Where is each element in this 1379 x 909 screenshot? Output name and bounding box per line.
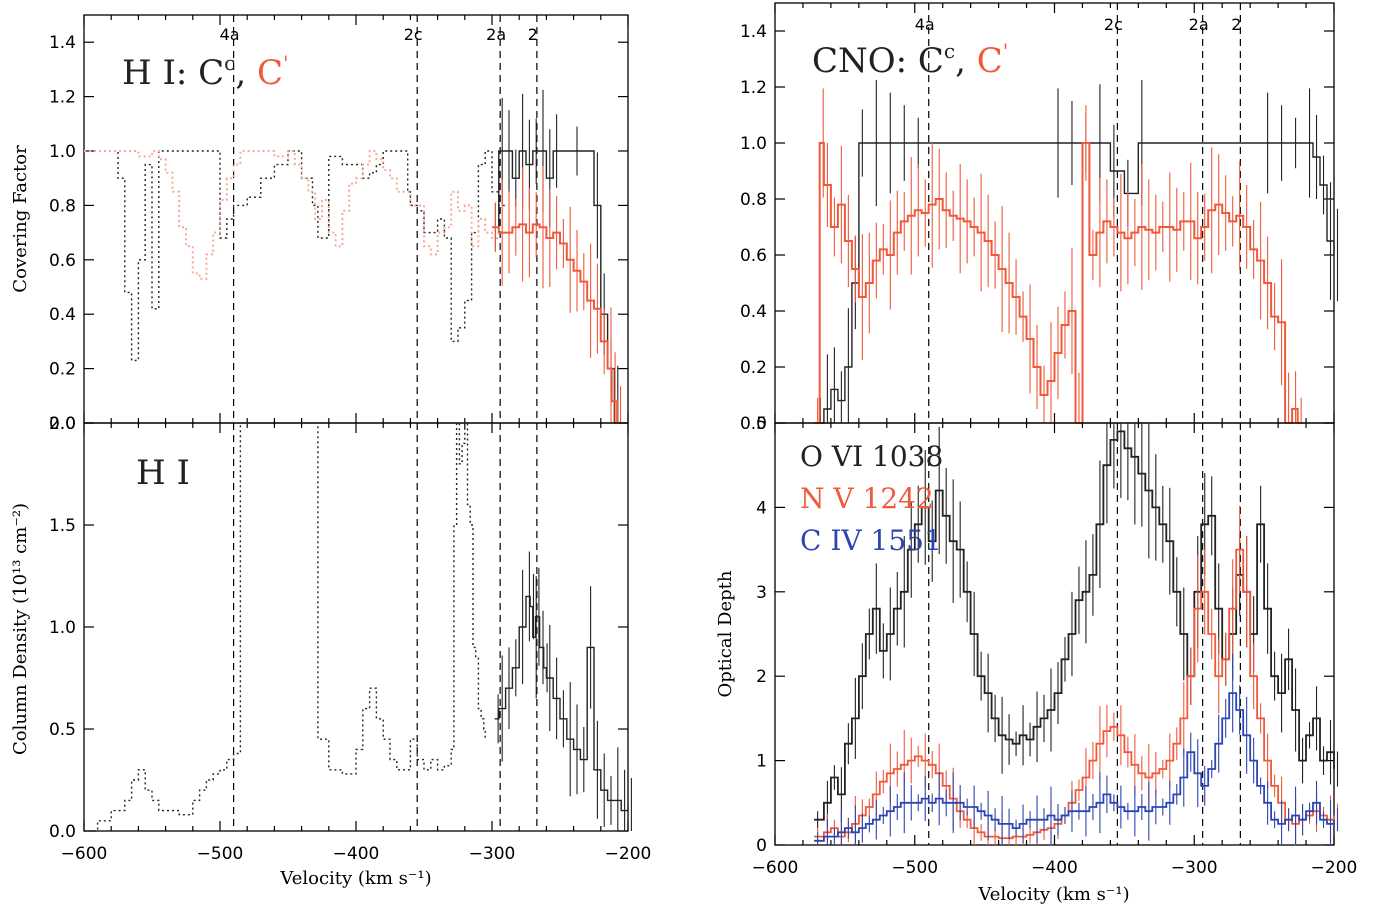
tick-marks	[774, 3, 1335, 424]
series-dotted-black	[84, 422, 487, 832]
marker-label: 2c	[404, 25, 423, 44]
marker-label: 2	[528, 25, 538, 44]
legend-entry-ovi: O VI 1038	[800, 440, 943, 473]
marker-label: 4a	[915, 15, 935, 34]
y-tick-label: 0.5	[49, 720, 76, 740]
x-tick-label: −300	[469, 844, 516, 864]
marker-label: 2a	[1189, 15, 1209, 34]
y-tick-label: 1.0	[49, 142, 76, 162]
x-tick-label: −200	[1311, 858, 1358, 878]
x-axis-label: Velocity (km s⁻¹)	[977, 884, 1129, 905]
x-tick-label: −400	[1031, 858, 1078, 878]
component-markers	[233, 423, 538, 831]
panel-title: H I	[136, 453, 190, 493]
panel-left-top: 0.0 0.2 0.4 0.6 0.8 1.0 1.2 1.4 4a 2c 2a 2 Coverin…	[10, 14, 629, 434]
x-tick-label: −200	[605, 844, 652, 864]
y-tick-label: 0	[756, 836, 767, 856]
title-part-c-prime: C	[977, 41, 1003, 81]
title-superscript-c: c	[224, 51, 235, 75]
tick-marks	[83, 15, 629, 424]
x-tick-label: −600	[752, 858, 799, 878]
x-tick-label: −300	[1171, 858, 1218, 878]
y-tick-label: 0.0	[49, 822, 76, 842]
title-separator: ,	[955, 41, 977, 81]
y-tick-labels: 0.0 0.5 1.0 1.5 2.0	[49, 414, 76, 842]
series-dotted-pink	[84, 150, 499, 280]
x-axis-label: Velocity (km s⁻¹)	[279, 868, 431, 889]
y-tick-label: 1.0	[740, 134, 767, 154]
component-markers: 4a 2c 2a 2	[220, 15, 538, 423]
y-axis-label: Optical Depth	[715, 570, 736, 697]
series-2	[814, 692, 1335, 842]
y-axis-label: Covering Factor	[10, 145, 31, 293]
x-tick-label: −500	[197, 844, 244, 864]
y-tick-label: 1.4	[740, 22, 767, 42]
x-tick-label: −600	[61, 844, 108, 864]
x-tick-label: −500	[891, 858, 938, 878]
y-tick-label: 0.4	[49, 305, 76, 325]
title-part-a: H I: C	[122, 53, 224, 93]
series-dotted-black	[84, 150, 506, 362]
series-solid-black	[494, 595, 629, 812]
marker-label: 2a	[486, 25, 506, 44]
y-tick-label: 0.0	[49, 414, 76, 434]
panel-title: H I: Cc, C'	[122, 51, 289, 93]
y-tick-label: 0.8	[49, 196, 76, 216]
y-tick-label: 5	[756, 414, 767, 434]
panel-right-bottom: 0 1 2 3 4 5 −600 −500 −400 −300 −200 Optical Dept…	[715, 414, 1357, 905]
y-tick-label: 1.2	[740, 78, 767, 98]
y-tick-label: 2	[756, 667, 767, 687]
title-separator: ,	[235, 53, 257, 93]
y-tick-labels: 0.0 0.2 0.4 0.6 0.8 1.0 1.2 1.4	[740, 22, 767, 434]
series-solid-red	[492, 223, 623, 424]
y-tick-labels: 0 1 2 3 4 5	[756, 414, 767, 856]
title-prime-mark: '	[1003, 39, 1009, 63]
title-part-a: CNO: C	[812, 41, 944, 81]
x-tick-labels: −600 −500 −400 −300 −200	[61, 844, 652, 864]
panel-right-top: 0.0 0.2 0.4 0.6 0.8 1.0 1.2 1.4 4a 2c 2a 2 CNO: Cc…	[740, 2, 1339, 434]
title-prime-mark: '	[283, 51, 289, 75]
legend-entry-civ: C IV 1551	[800, 524, 942, 557]
y-axis-label: Column Density (10¹³ cm⁻²)	[10, 503, 31, 755]
series-group	[814, 423, 1339, 845]
y-tick-label: 1	[756, 752, 767, 772]
series-solid-black	[492, 150, 622, 424]
x-tick-label: −400	[333, 844, 380, 864]
y-tick-label: 1.2	[49, 88, 76, 108]
title-superscript-c: c	[944, 39, 955, 63]
y-tick-label: 3	[756, 583, 767, 603]
y-tick-label: 0.4	[740, 302, 767, 322]
y-tick-label: 1.5	[49, 516, 76, 536]
y-tick-label: 0.6	[740, 246, 767, 266]
y-tick-label: 0.6	[49, 251, 76, 271]
series-1	[814, 548, 1335, 840]
marker-label: 2c	[1104, 15, 1123, 34]
series-group	[814, 80, 1339, 424]
y-tick-label: 0.2	[49, 360, 76, 380]
y-tick-label: 1.4	[49, 33, 76, 53]
series-solid-red	[814, 142, 1304, 424]
tick-marks	[774, 422, 1335, 846]
y-tick-labels: 0.0 0.2 0.4 0.6 0.8 1.0 1.2 1.4	[49, 33, 76, 434]
y-tick-label: 0.8	[740, 190, 767, 210]
legend-entry-nv: N V 1242	[800, 482, 934, 515]
marker-label: 2	[1231, 15, 1241, 34]
series-group	[84, 89, 623, 424]
y-tick-label: 4	[756, 498, 767, 518]
x-tick-labels: −600 −500 −400 −300 −200	[752, 858, 1358, 878]
series-group	[84, 422, 632, 832]
y-tick-label: 0.2	[740, 358, 767, 378]
panel-title: CNO: Cc, C'	[812, 39, 1008, 81]
y-tick-label: 0.0	[740, 414, 767, 434]
panel-left-bottom: 0.0 0.5 1.0 1.5 2.0 −600 −500 −400 −300 −200 Col…	[10, 414, 651, 889]
y-tick-label: 2.0	[49, 414, 76, 434]
component-markers: 4a 2c 2a 2	[915, 3, 1241, 423]
y-tick-label: 1.0	[49, 618, 76, 638]
title-part-c-prime: C	[257, 53, 283, 93]
marker-label: 4a	[220, 25, 240, 44]
component-markers	[928, 423, 1241, 845]
